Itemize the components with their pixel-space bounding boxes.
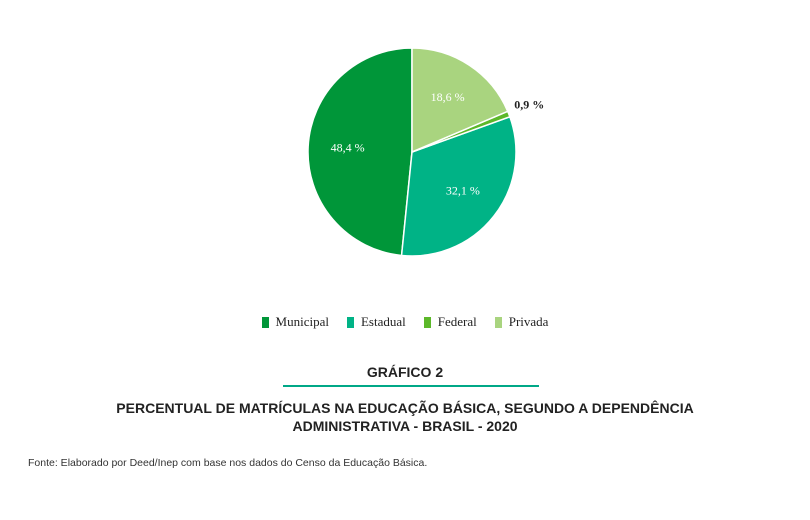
data-label: 18,6 % [431, 90, 465, 104]
divider [283, 385, 539, 387]
legend: Municipal Estadual Federal Privada [0, 314, 810, 330]
legend-label: Federal [437, 314, 477, 329]
figure-label: GRÁFICO 2 [366, 364, 444, 380]
chart-title: PERCENTUAL DE MATRÍCULAS NA EDUCAÇÃO BÁS… [116, 400, 694, 434]
legend-label: Privada [508, 314, 549, 329]
legend-label: Municipal [275, 314, 329, 329]
legend-item: Federal [423, 314, 477, 330]
legend-item: Municipal [261, 314, 329, 330]
data-label: 32,1 % [446, 183, 480, 197]
source-note: Fonte: Elaborado por Deed/Inep com base … [28, 457, 428, 469]
data-label: 0,9 % [514, 98, 544, 112]
chart: 48,4 % 32,1 % 0,9 % 18,6 % [307, 47, 544, 257]
legend-item: Privada [494, 314, 549, 330]
pie-slice [400, 115, 517, 257]
pie-slice [307, 47, 413, 257]
legend-swatch [423, 316, 431, 328]
legend-label: Estadual [360, 314, 406, 329]
legend-swatch [494, 316, 502, 328]
legend-item: Estadual [346, 314, 406, 330]
data-label: 48,4 % [331, 141, 365, 155]
legend-swatch [261, 316, 269, 328]
legend-swatch [346, 316, 354, 328]
pie-slice [411, 47, 509, 154]
